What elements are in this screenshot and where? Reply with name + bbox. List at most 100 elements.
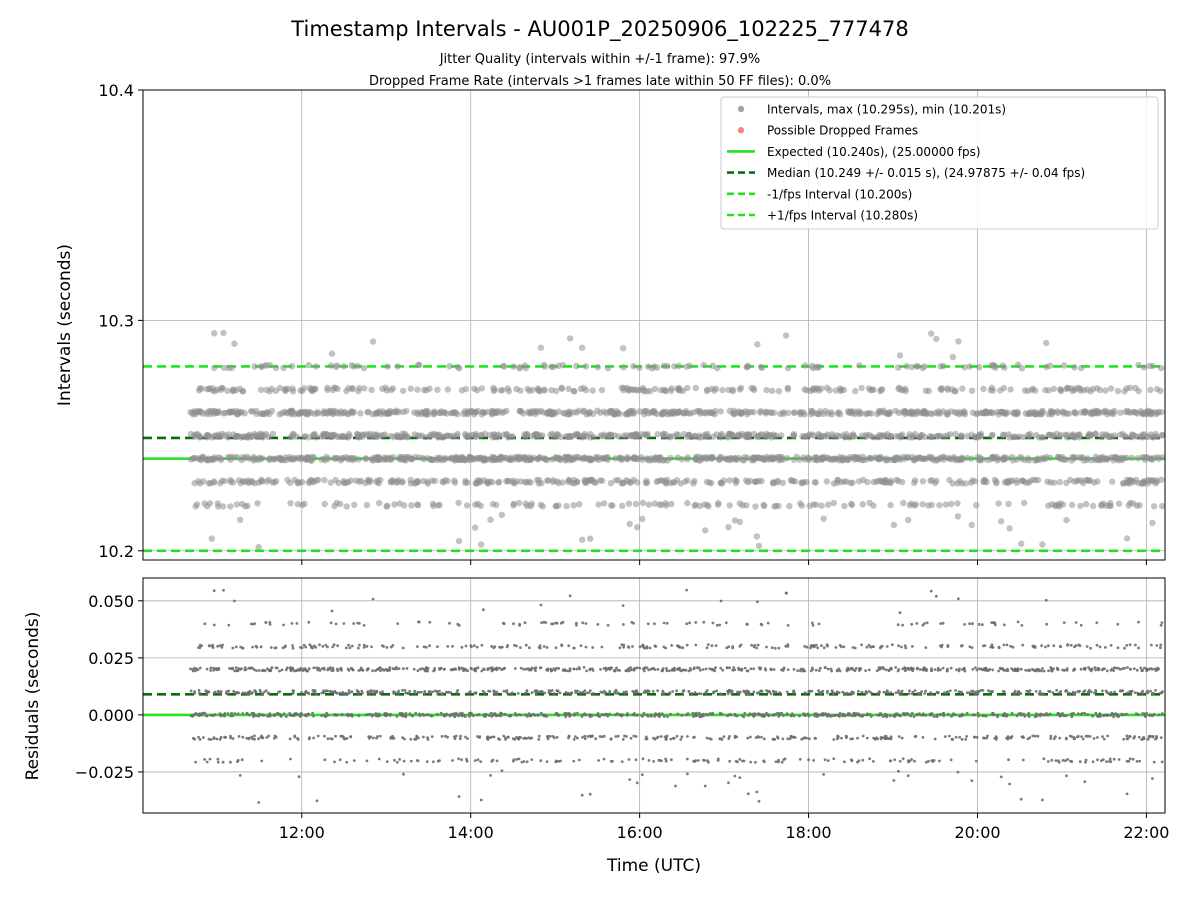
data-point (364, 409, 370, 415)
data-point (816, 432, 822, 438)
data-point (259, 431, 265, 437)
data-point (489, 690, 492, 693)
data-point (624, 456, 630, 462)
data-point (1155, 456, 1161, 462)
data-point (313, 363, 319, 369)
data-point (860, 454, 866, 460)
data-point (585, 670, 588, 673)
data-point (943, 501, 949, 507)
data-point (296, 411, 302, 417)
data-point (1095, 712, 1098, 715)
data-point (1041, 799, 1044, 802)
data-point (269, 479, 275, 485)
data-point (753, 691, 756, 694)
data-point (845, 736, 848, 739)
data-point (308, 477, 314, 483)
data-point (1011, 712, 1014, 715)
data-point (981, 714, 984, 717)
data-point (1037, 735, 1040, 738)
data-point (548, 387, 554, 393)
data-point (517, 454, 523, 460)
data-point (244, 433, 250, 439)
data-point (712, 692, 715, 695)
data-point (595, 501, 601, 507)
data-point (860, 501, 866, 507)
data-point (368, 692, 371, 695)
data-point (497, 737, 500, 740)
data-point (853, 455, 859, 461)
data-point (929, 434, 935, 440)
data-point (292, 647, 295, 650)
data-point (258, 363, 264, 369)
data-point (620, 364, 626, 370)
data-point (911, 669, 914, 672)
data-point (437, 760, 440, 763)
data-point (765, 646, 768, 649)
data-point (452, 410, 458, 416)
data-point (1134, 691, 1137, 694)
data-point (771, 433, 777, 439)
data-point (489, 408, 495, 414)
data-point (208, 644, 211, 647)
data-point (396, 622, 399, 625)
data-point (1049, 690, 1052, 693)
data-point (226, 692, 229, 695)
data-point (704, 785, 707, 788)
data-point (281, 409, 287, 415)
data-point (254, 500, 260, 506)
data-point (281, 669, 284, 672)
data-point (977, 692, 980, 695)
data-point (847, 667, 850, 670)
data-point (674, 785, 677, 788)
data-point (804, 714, 807, 717)
data-point (728, 735, 731, 738)
data-point (235, 646, 238, 649)
data-point (1051, 480, 1057, 486)
data-point (459, 387, 465, 393)
data-point (913, 760, 916, 763)
data-point (312, 715, 315, 718)
data-point (244, 666, 247, 669)
data-point (349, 735, 352, 738)
data-point (876, 432, 882, 438)
data-point (499, 512, 505, 518)
data-point (285, 715, 288, 718)
data-point (1126, 666, 1129, 669)
data-point (839, 644, 842, 647)
data-point (824, 385, 830, 391)
data-point (1109, 760, 1112, 763)
data-point (961, 644, 964, 647)
data-point (810, 690, 813, 693)
data-point (458, 624, 461, 627)
data-point (732, 517, 738, 523)
data-point (496, 760, 499, 763)
data-point (824, 666, 827, 669)
data-point (621, 433, 627, 439)
data-point (647, 388, 653, 394)
data-point (351, 409, 357, 415)
data-point (579, 345, 585, 351)
data-point (1105, 760, 1108, 763)
data-point (1155, 434, 1161, 440)
data-point (322, 501, 328, 507)
data-point (1064, 690, 1067, 693)
data-point (1073, 668, 1076, 671)
data-point (296, 669, 299, 672)
data-point (936, 715, 939, 718)
data-point (445, 713, 448, 716)
data-point (645, 736, 648, 739)
data-point (685, 622, 688, 625)
data-point (518, 758, 521, 761)
data-point (583, 689, 586, 692)
data-point (440, 434, 446, 440)
data-point (681, 646, 684, 649)
data-point (741, 715, 744, 718)
data-point (493, 502, 499, 508)
data-point (1078, 365, 1084, 371)
data-point (402, 667, 405, 670)
data-point (1057, 479, 1063, 485)
data-point (396, 692, 399, 695)
data-point (1063, 517, 1069, 523)
data-point (778, 432, 784, 438)
data-point (418, 713, 421, 716)
